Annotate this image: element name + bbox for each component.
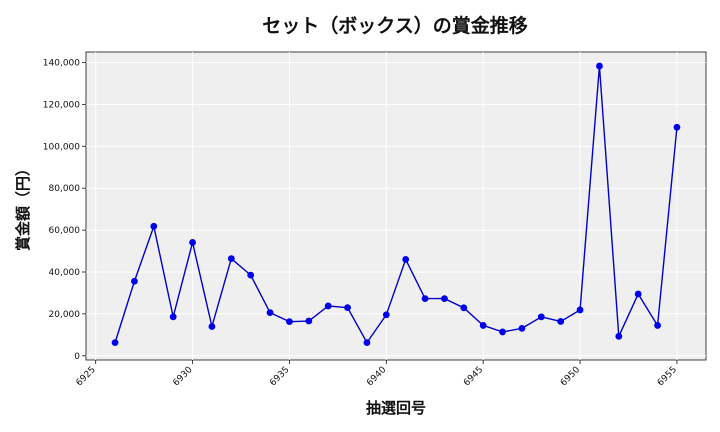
data-point xyxy=(479,322,487,329)
data-point xyxy=(499,328,506,336)
y-tick-label: 80,000 xyxy=(49,184,81,194)
data-point xyxy=(557,318,565,325)
x-tick-label: 6945 xyxy=(462,365,485,388)
data-point xyxy=(131,277,138,285)
x-tick-label: 6935 xyxy=(268,365,291,388)
data-point xyxy=(111,339,119,347)
series-line xyxy=(114,65,678,344)
x-tick-label: 6930 xyxy=(171,365,194,388)
data-point xyxy=(208,323,216,330)
data-point xyxy=(654,322,661,329)
y-tick-label: 0 xyxy=(74,352,80,362)
data-point xyxy=(518,324,526,332)
data-point xyxy=(460,304,468,312)
data-point xyxy=(421,295,429,303)
data-point xyxy=(247,271,255,279)
data-point xyxy=(673,123,681,131)
data-point xyxy=(382,311,390,319)
data-point xyxy=(537,313,545,321)
data-point xyxy=(227,255,235,262)
x-axis-label: 抽選回号 xyxy=(366,399,426,417)
chart-title: セット（ボックス）の賞金推移 xyxy=(262,14,527,37)
y-tick-label: 20,000 xyxy=(49,310,81,320)
data-point xyxy=(441,295,448,303)
data-point xyxy=(634,290,642,298)
data-point xyxy=(266,309,274,317)
data-point xyxy=(324,302,332,310)
data-point xyxy=(402,256,410,263)
x-tick-label: 6955 xyxy=(656,365,679,388)
data-point xyxy=(576,306,584,314)
x-tick-label: 6950 xyxy=(559,365,582,388)
data-point xyxy=(363,339,371,347)
data-point xyxy=(189,239,196,246)
y-axis-label: 賞金額（円） xyxy=(14,161,32,251)
data-point xyxy=(150,222,158,230)
y-tick-label: 40,000 xyxy=(49,268,81,278)
y-tick-label: 120,000 xyxy=(43,100,80,110)
data-point xyxy=(615,332,623,340)
y-tick-label: 140,000 xyxy=(43,58,80,68)
x-tick-label: 6925 xyxy=(75,365,98,388)
data-point xyxy=(596,62,603,70)
x-tick-label: 6940 xyxy=(365,365,388,388)
y-tick-label: 100,000 xyxy=(43,142,80,152)
data-point xyxy=(169,313,177,321)
data-point xyxy=(305,317,313,325)
data-point xyxy=(344,304,351,312)
y-tick-label: 60,000 xyxy=(49,226,81,236)
series-group xyxy=(111,62,681,347)
data-point xyxy=(286,318,293,326)
